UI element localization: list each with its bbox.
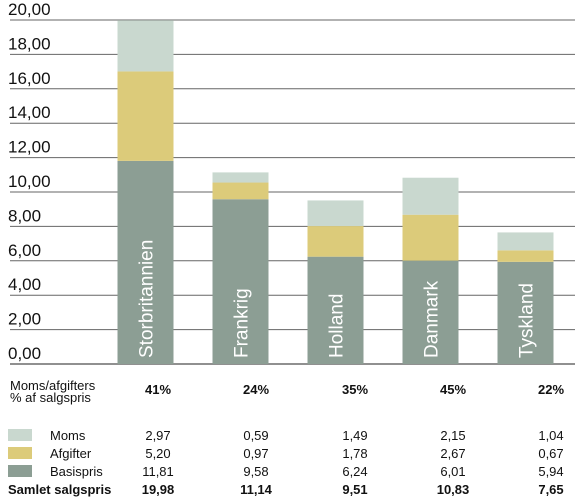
bar-segment-afgifter — [117, 71, 174, 161]
pct-value: 41% — [144, 382, 172, 397]
y-tick-label: 20,00 — [8, 0, 51, 19]
pct-value: 24% — [242, 382, 270, 397]
bar-segment-moms — [307, 200, 364, 227]
bar-segment-moms — [402, 177, 459, 215]
bar-category-label: Holland — [327, 294, 348, 358]
total-value: 7,65 — [538, 482, 564, 497]
bar-segment-basispris — [497, 261, 554, 364]
table-cell: 2,15 — [440, 428, 466, 443]
basispris-swatch — [8, 465, 32, 477]
row-label: Afgifter — [50, 446, 92, 461]
bar-segment-afgifter — [212, 182, 269, 200]
table-cell: 0,97 — [243, 446, 269, 461]
bar-segment-basispris — [117, 160, 174, 364]
table-cell: 1,78 — [342, 446, 368, 461]
table-cell: 9,58 — [243, 464, 269, 479]
y-tick-label: 2,00 — [8, 310, 41, 329]
total-value: 9,51 — [342, 482, 368, 497]
table-cell: 6,24 — [342, 464, 368, 479]
table-cell: 0,67 — [538, 446, 564, 461]
afgifter-swatch — [8, 447, 32, 459]
table-cell: 5,94 — [538, 464, 564, 479]
y-tick-label: 4,00 — [8, 275, 41, 294]
pct-value: 45% — [439, 382, 467, 397]
total-value: 11,14 — [240, 482, 272, 497]
bar-segment-basispris — [212, 199, 269, 364]
row-label: Basispris — [50, 464, 103, 479]
row-label: Moms — [50, 428, 86, 443]
bar-category-label: Danmark — [422, 280, 443, 358]
y-tick-label: 16,00 — [8, 69, 51, 88]
bar-category-label: Frankrig — [232, 288, 253, 358]
y-tick-label: 6,00 — [8, 241, 41, 260]
stacked-bar-chart: 0,00 2,00 4,00 6,00 8,00 10,00 12,00 14,00 16,00… — [8, 0, 575, 365]
table-cell: 6,01 — [440, 464, 466, 479]
table-cell: 5,20 — [145, 446, 171, 461]
pct-label-line1: Moms/afgifters — [10, 378, 96, 393]
table-cell: 1,04 — [538, 428, 564, 443]
y-tick-label: 18,00 — [8, 34, 51, 53]
y-tick-label: 10,00 — [8, 172, 51, 191]
table-cell: 11,81 — [142, 464, 174, 479]
table-cell: 0,59 — [243, 428, 269, 443]
total-label: Samlet salgspris — [8, 482, 112, 497]
bar-segment-moms — [212, 172, 269, 183]
bar-segment-basispris — [402, 260, 459, 364]
y-tick-label: 12,00 — [8, 138, 51, 157]
table-cell: 1,49 — [342, 428, 368, 443]
table-cell: 2,67 — [440, 446, 466, 461]
pct-row-label: Moms/afgifters % af salgspris — [10, 378, 96, 405]
bar-segment-afgifter — [402, 214, 459, 261]
y-tick-label: 0,00 — [8, 344, 41, 363]
y-tick-label: 14,00 — [8, 103, 51, 122]
bar-segment-moms — [117, 20, 174, 72]
bar-segment-afgifter — [307, 226, 364, 257]
bar-category-label: Storbritannien — [137, 240, 158, 358]
total-value: 19,98 — [141, 482, 175, 497]
pct-value: 35% — [341, 382, 369, 397]
y-tick-label: 8,00 — [8, 206, 41, 225]
total-value: 10,83 — [436, 482, 470, 497]
bar-segment-basispris — [307, 256, 364, 364]
pct-label-line2: % af salgspris — [10, 390, 91, 405]
bar-category-label: Tyskland — [517, 283, 538, 358]
bar-segment-afgifter — [497, 250, 554, 262]
pct-value: 22% — [537, 382, 565, 397]
bar-segment-moms — [497, 232, 554, 251]
moms-swatch — [8, 429, 32, 441]
table-cell: 2,97 — [145, 428, 171, 443]
